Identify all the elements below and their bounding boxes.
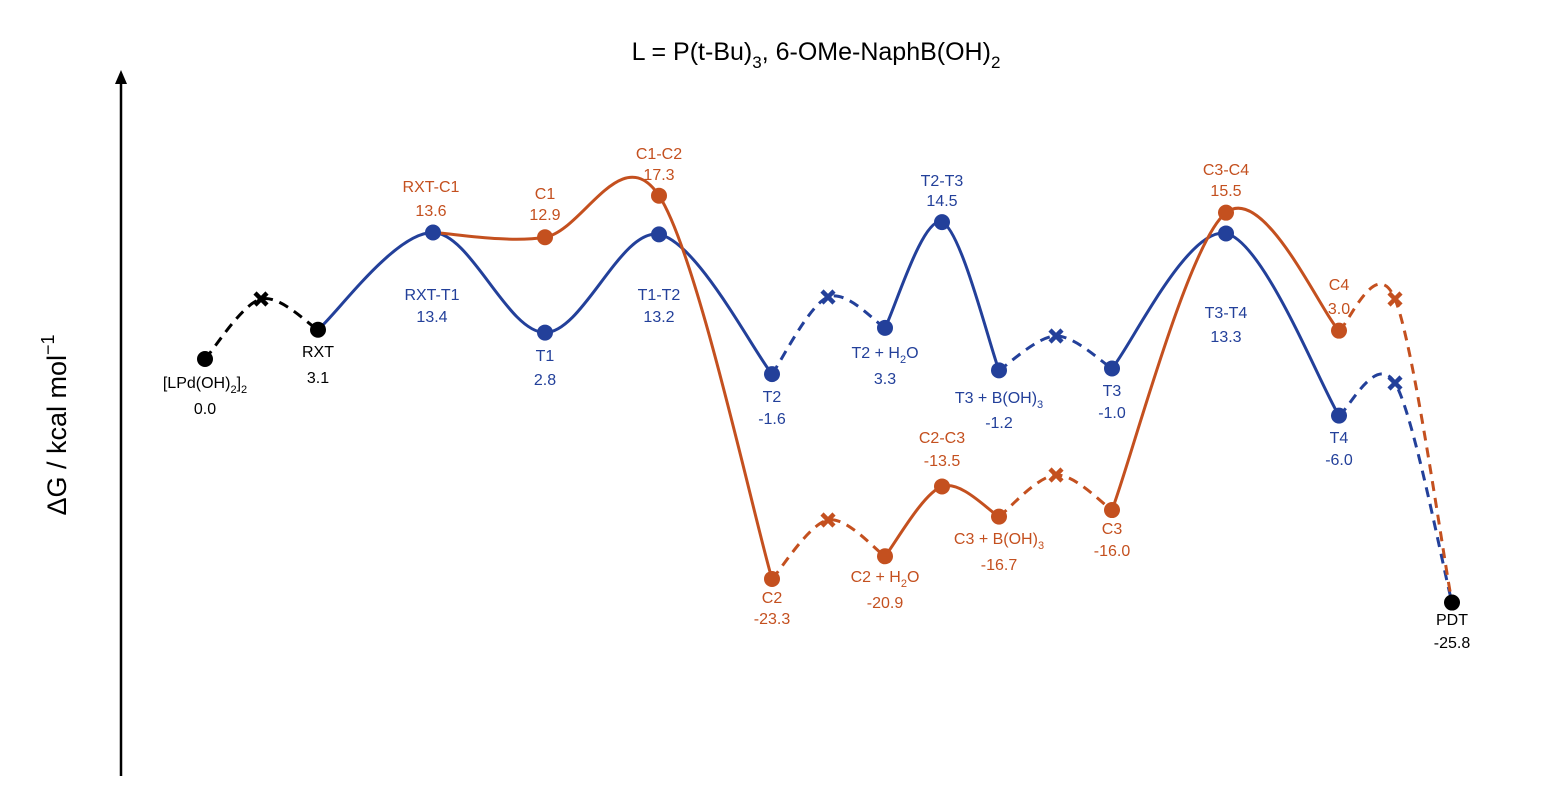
curve-blue-b [770, 294, 886, 375]
point-c2w [877, 548, 893, 565]
point-t2w [877, 319, 893, 336]
label-value-c23: -13.5 [924, 453, 961, 470]
label-value-s0: 0.0 [194, 401, 216, 418]
xmark-blue-3 [1387, 375, 1403, 391]
point-rxt [310, 321, 326, 338]
curve-orange-b [770, 518, 886, 580]
pathway-curves [203, 176, 1454, 603]
label-value-c1: 12.9 [529, 207, 560, 224]
point-c3 [1104, 502, 1120, 519]
label-name-t12: T1-T2 [638, 287, 681, 304]
label-name-c3: C3 [1102, 521, 1123, 538]
label-value-t1: 2.8 [534, 372, 556, 389]
label-name-rt1: RXT-T1 [404, 287, 459, 304]
pathway-markers [197, 187, 1460, 611]
point-s0 [197, 351, 213, 367]
label-name-t4: T4 [1330, 430, 1349, 447]
curve-blue-f [1338, 372, 1454, 603]
label-value-c3b: -16.7 [981, 557, 1018, 574]
label-value-t34: 13.3 [1210, 329, 1241, 346]
point-t4 [1331, 407, 1347, 424]
point-t23 [934, 214, 950, 231]
label-name-rc1: RXT-C1 [403, 179, 460, 196]
point-c2 [764, 570, 780, 587]
xmark-orange-2 [1048, 467, 1064, 483]
label-name-t2: T2 [763, 389, 782, 406]
label-value-c4: 3.0 [1328, 301, 1350, 318]
point-t1 [537, 324, 553, 341]
point-pdt [1444, 594, 1460, 611]
curve-blue-c [883, 220, 1001, 371]
label-name-c4: C4 [1329, 277, 1350, 294]
label-name-rxt: RXT [302, 344, 334, 361]
y-axis-label: ΔG / kcal mol−1 [38, 334, 72, 515]
label-name-t2w: T2 + H2O [851, 345, 918, 366]
label-name-t1: T1 [536, 348, 555, 365]
label-value-t12: 13.2 [643, 309, 674, 326]
label-name-c3b: C3 + B(OH)3 [954, 531, 1044, 552]
label-value-rt1: 13.4 [416, 309, 447, 326]
point-c23 [934, 478, 950, 495]
xmark-orange-1 [820, 512, 836, 528]
label-value-t4: -6.0 [1325, 452, 1353, 469]
label-name-c34: C3-C4 [1203, 162, 1249, 179]
point-c12 [651, 187, 667, 204]
curve-orange-a [432, 176, 774, 580]
label-name-s0: [LPd(OH)2]2 [163, 375, 247, 396]
point-t3 [1104, 360, 1120, 377]
curve-orange-d [998, 473, 1113, 518]
label-value-rxt: 3.1 [307, 370, 329, 387]
label-value-c3: -16.0 [1094, 543, 1131, 560]
xmark-blue-2 [1048, 328, 1064, 344]
label-value-rc1: 13.6 [415, 203, 446, 220]
state-labels: [LPd(OH)2]2 0.0 RXT 3.1 RXT-C1 13.6 C1 12.9 C1-C… [163, 146, 1470, 652]
curve-blue-e [1110, 231, 1341, 417]
xmark-common [253, 291, 269, 307]
label-name-c2w: C2 + H2O [851, 569, 920, 590]
label-name-c23: C2-C3 [919, 430, 965, 447]
xmark-orange-3 [1387, 291, 1403, 307]
point-c1 [537, 229, 553, 246]
point-c3b [991, 508, 1007, 525]
label-name-t34: T3-T4 [1205, 305, 1248, 322]
label-name-t3: T3 [1103, 383, 1122, 400]
label-name-c12: C1-C2 [636, 146, 682, 163]
curve-blue-d [998, 334, 1113, 372]
label-value-pdt: -25.8 [1434, 635, 1471, 652]
curve-common-start [203, 297, 319, 361]
xmark-blue-1 [820, 289, 836, 305]
label-value-t2: -1.6 [758, 411, 786, 428]
point-c4 [1331, 322, 1347, 339]
point-c34 [1218, 204, 1234, 221]
chart-title: L = P(t-Bu)3, 6-OMe-NaphB(OH)2 [632, 38, 1001, 72]
label-value-t3b: -1.2 [985, 415, 1013, 432]
point-t3b [991, 362, 1007, 379]
point-rt1 [425, 224, 441, 241]
label-value-t2w: 3.3 [874, 371, 896, 388]
point-t34 [1218, 225, 1234, 242]
label-value-c12: 17.3 [643, 167, 674, 184]
label-value-t23: 14.5 [926, 193, 957, 210]
label-name-pdt: PDT [1436, 612, 1468, 629]
label-value-t3: -1.0 [1098, 405, 1126, 422]
point-t12 [651, 226, 667, 243]
label-value-c2w: -20.9 [867, 595, 904, 612]
label-name-c2: C2 [762, 590, 783, 607]
curve-orange-f [1337, 282, 1454, 603]
label-name-t3b: T3 + B(OH)3 [955, 390, 1043, 411]
label-value-c34: 15.5 [1210, 183, 1241, 200]
label-name-t23: T2-T3 [921, 173, 964, 190]
point-t2 [764, 366, 780, 383]
label-value-c2: -23.3 [754, 611, 791, 628]
curve-orange-e [1110, 207, 1341, 511]
label-name-c1: C1 [535, 186, 556, 203]
